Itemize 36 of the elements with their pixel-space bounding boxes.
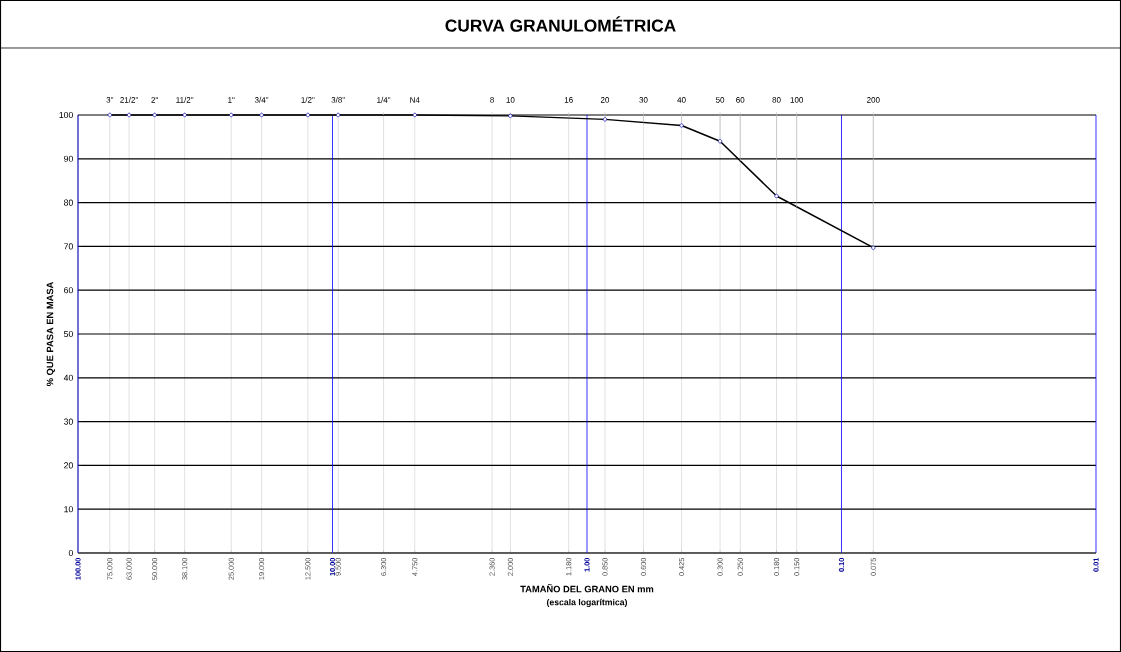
y-tick-label: 60 <box>64 287 73 294</box>
annotation: 11/2" <box>176 96 194 103</box>
y-tick-label: 10 <box>64 506 73 513</box>
y-tick-label: 0 <box>68 549 73 557</box>
annotation: 100 <box>790 97 804 103</box>
x-axis-title: TAMAÑO DEL GRANO EN mm <box>520 583 654 593</box>
y-tick-label: 70 <box>64 243 73 250</box>
annotation: 50 <box>715 97 725 103</box>
annotation: 30 <box>639 97 648 103</box>
y-axis-title: % QUE PASA EN MASA <box>46 281 56 387</box>
annotation: 3/8" <box>331 96 345 103</box>
annotation: 1" <box>228 97 235 103</box>
annotation: 80 <box>772 97 781 103</box>
annotation: 21/2" <box>120 96 138 103</box>
chart-title: CURVA GRANULOMÉTRICA <box>445 16 676 32</box>
annotation: 200 <box>867 97 880 103</box>
annotation: 10 <box>506 97 515 103</box>
y-tick-label: 30 <box>63 418 73 425</box>
annotation: 60 <box>736 97 745 103</box>
annotation: 1/2" <box>301 96 315 103</box>
y-tick-label: 80 <box>64 199 73 206</box>
annotation: 8 <box>490 97 494 103</box>
y-tick-label: 90 <box>64 155 73 162</box>
annotation: 3/4" <box>254 96 269 103</box>
annotation: 40 <box>677 97 686 103</box>
annotation: 1/4" <box>377 96 391 103</box>
text: (escala logarítmica) <box>546 598 627 608</box>
annotation: N4 <box>410 97 420 103</box>
y-tick-label: 50 <box>64 330 73 338</box>
annotation: 3" <box>106 97 114 103</box>
y-tick-label: 40 <box>63 374 73 381</box>
annotation: 20 <box>600 97 610 103</box>
y-tick-label: 100 <box>59 111 73 119</box>
y-tick-label: 20 <box>64 462 73 469</box>
annotation: 16 <box>564 97 573 103</box>
annotation: 2" <box>151 97 158 103</box>
